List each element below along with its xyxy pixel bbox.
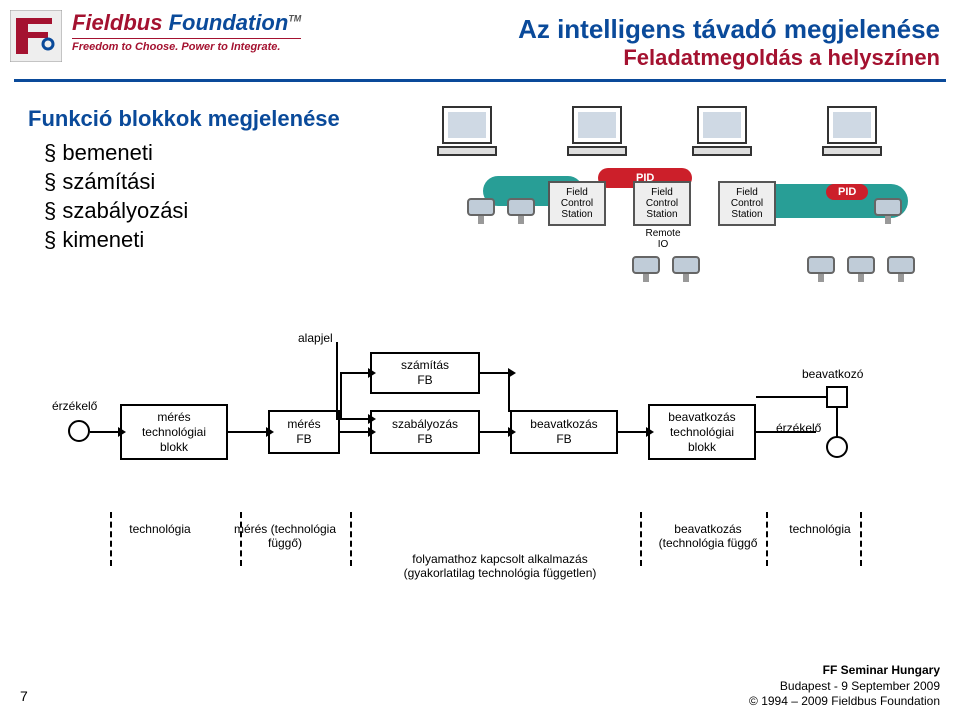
box-beavatk-tech: beavatkozás technológiai blokk (648, 404, 756, 460)
b-tech-l: technológia (120, 522, 200, 536)
box-szabalyozas: szabályozás FB (370, 410, 480, 454)
control-topology-diagram: PID PID Field Control Station Field Cont… (408, 106, 928, 306)
slide-title: Az intelligens távadó megjelenése Felada… (518, 14, 940, 71)
logo: Fieldbus FoundationTM Freedom to Choose.… (10, 10, 301, 62)
actuator-circle (826, 436, 848, 458)
fcs-box: Field Control Station (548, 181, 606, 226)
remote-io-label: Remote IO (640, 228, 686, 250)
pid-label: PID (826, 184, 868, 200)
label-erzekelo: érzékelő (52, 400, 97, 414)
b-beavatk-fuggo: beavatkozás (technológia függő (648, 522, 768, 551)
b-center: folyamathoz kapcsolt alkalmazás (gyakorl… (360, 552, 640, 580)
box-szamitas: számítás FB (370, 352, 480, 394)
func-item: kimeneti (44, 227, 408, 253)
box-meres-fb: mérés FB (268, 410, 340, 454)
brand-main: Fieldbus FoundationTM (72, 10, 301, 36)
func-item: szabályozási (44, 198, 408, 224)
func-heading: Funkció blokkok megjelenése (28, 106, 408, 132)
b-tech-r: technológia (780, 522, 860, 536)
fieldbus-logo-icon (10, 10, 62, 62)
func-item: számítási (44, 169, 408, 195)
flowchart: alapjel számítás FB érzékelő mérés techn… (40, 332, 920, 512)
page-number: 7 (20, 688, 28, 704)
label-alapjel: alapjel (298, 332, 333, 346)
b-meres-fuggo: mérés (technológia függő) (220, 522, 350, 551)
actuator-square (826, 386, 848, 408)
label-erzekelo-r: érzékelő (776, 422, 821, 436)
fcs-box: Field Control Station (633, 181, 691, 226)
func-item: bemeneti (44, 140, 408, 166)
header: Fieldbus FoundationTM Freedom to Choose.… (0, 0, 960, 71)
title-line1: Az intelligens távadó megjelenése (518, 14, 940, 45)
divider (14, 79, 946, 82)
footer-l2: Budapest - 9 September 2009 (749, 679, 940, 695)
brand-tagline: Freedom to Choose. Power to Integrate. (72, 38, 301, 53)
bracket-zone: technológia mérés (technológia függő) fo… (40, 522, 920, 602)
title-line2: Feladatmegoldás a helyszínen (518, 45, 940, 71)
box-meres-tech: mérés technológiai blokk (120, 404, 228, 460)
label-beavatkozo: beavatkozó (802, 368, 863, 382)
box-beavatk-fb: beavatkozás FB (510, 410, 618, 454)
footer-l3: © 1994 – 2009 Fieldbus Foundation (749, 694, 940, 710)
footer-right: FF Seminar Hungary Budapest - 9 Septembe… (749, 663, 940, 710)
sensor-circle (68, 420, 90, 442)
function-block-list: Funkció blokkok megjelenése bemeneti szá… (28, 106, 408, 306)
fcs-box: Field Control Station (718, 181, 776, 226)
footer-l1: FF Seminar Hungary (749, 663, 940, 679)
